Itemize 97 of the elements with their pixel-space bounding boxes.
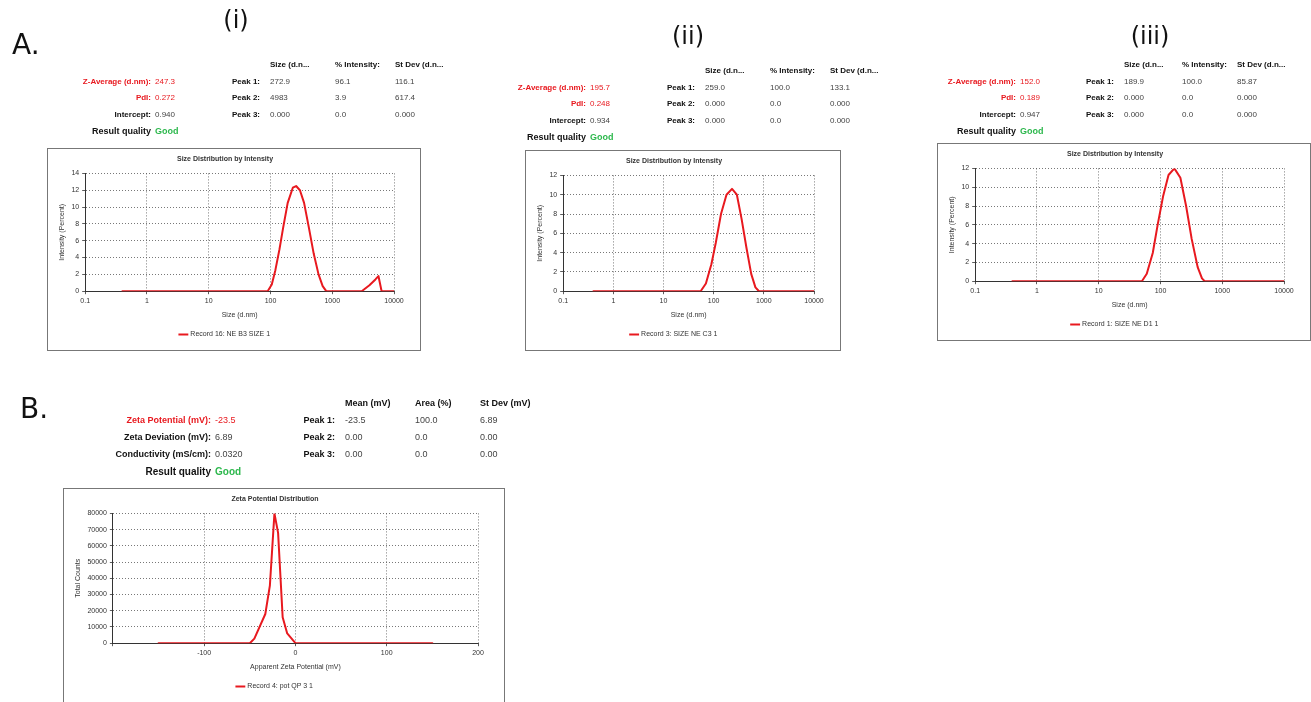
text: % Intensity: (770, 66, 815, 75)
text: Good (215, 466, 242, 477)
text: Peak 1: (302, 415, 335, 425)
text: 0.000 (1124, 93, 1145, 102)
text: 96.1 (335, 76, 351, 86)
text: 247.3 (155, 76, 176, 86)
text: 0.000 (705, 115, 726, 125)
text: 0.0 (770, 99, 782, 108)
text: 0.0 (415, 449, 428, 459)
text: 617.4 (395, 93, 416, 102)
text: 0.0 (770, 115, 782, 125)
text: Good (1020, 126, 1044, 136)
text: Intercept: (548, 115, 586, 125)
text: 0.248 (590, 99, 611, 108)
text: 0.000 (1237, 93, 1258, 102)
text: Peak 1: (665, 82, 695, 92)
text: St Dev (d.n... (395, 60, 444, 69)
text: Size (d.n... (1124, 60, 1164, 69)
text: 0.0 (335, 109, 347, 119)
text: 0.0 (415, 432, 428, 442)
text: 0.000 (830, 115, 851, 125)
text: Peak 1: (230, 76, 260, 86)
text: 0.0320 (215, 449, 243, 459)
text: 0.00 (345, 449, 363, 459)
text: 0.000 (395, 109, 416, 119)
text: 195.7 (590, 82, 611, 92)
text: Area (%) (415, 398, 452, 408)
text: 6.89 (480, 415, 498, 425)
text: 0.947 (1020, 109, 1041, 119)
text: Peak 2: (1084, 93, 1114, 102)
text: Result quality (91, 126, 151, 136)
text: St Dev (d.n... (1237, 60, 1286, 69)
text: (i) (223, 6, 249, 34)
text: Intercept: (978, 109, 1016, 119)
text: % Intensity: (1182, 60, 1227, 69)
text: 0.934 (590, 115, 611, 125)
text: Size (d.n... (270, 60, 310, 69)
text: PdI: (569, 99, 586, 108)
text: 0.00 (345, 432, 363, 442)
text: 0.000 (1237, 109, 1258, 119)
text: Intercept: (113, 109, 151, 119)
text: Result quality (956, 126, 1016, 136)
text: 6.89 (215, 432, 233, 442)
text: (ii) (671, 22, 705, 50)
text: PdI: (999, 93, 1016, 102)
text: Zeta Potential (mV): (125, 415, 211, 425)
text: 0.00 (480, 449, 498, 459)
text: Conductivity (mS/cm): (114, 449, 211, 459)
text: % Intensity: (335, 60, 380, 69)
text: Good (155, 126, 179, 136)
text: 0.0 (1182, 109, 1194, 119)
text: Peak 2: (230, 93, 260, 102)
text: 0.940 (155, 109, 176, 119)
text: Mean (mV) (345, 398, 391, 408)
text: 272.9 (270, 76, 291, 86)
text: 3.9 (335, 93, 347, 102)
text: Zeta Deviation (mV): (123, 432, 211, 442)
text: 0.00 (480, 432, 498, 442)
text: Peak 3: (302, 449, 335, 459)
text: St Dev (mV) (480, 398, 531, 408)
text: St Dev (d.n... (830, 66, 879, 75)
text: 100.0 (415, 415, 438, 425)
text: 0.272 (155, 93, 176, 102)
text: 0.000 (705, 99, 726, 108)
text: 0.000 (270, 109, 291, 119)
text: A. (12, 28, 40, 61)
text: Z-Average (d.nm): (516, 82, 586, 92)
text: 152.0 (1020, 76, 1041, 86)
text: Peak 3: (665, 115, 695, 125)
text: Z-Average (d.nm): (946, 76, 1016, 86)
text: 259.0 (705, 82, 726, 92)
text: Peak 1: (1084, 76, 1114, 86)
text: 100.0 (770, 82, 791, 92)
text: 0.000 (830, 99, 851, 108)
text: Z-Average (d.nm): (81, 76, 151, 86)
text: 4983 (270, 93, 288, 102)
text: 116.1 (395, 76, 415, 86)
text: Peak 2: (665, 99, 695, 108)
text: 133.1 (830, 82, 851, 92)
text: Peak 2: (302, 432, 335, 442)
text: -23.5 (345, 415, 366, 425)
text: 85.87 (1237, 76, 1258, 86)
text: Result quality (526, 132, 586, 142)
text: Result quality (144, 466, 211, 477)
text: 0.189 (1020, 93, 1041, 102)
text: Good (590, 132, 614, 142)
text: Peak 3: (230, 109, 260, 119)
text: 100.0 (1182, 76, 1203, 86)
text: Peak 3: (1084, 109, 1114, 119)
text: PdI: (134, 93, 151, 102)
text: -23.5 (215, 415, 236, 425)
text: 0.000 (1124, 109, 1145, 119)
text: 189.9 (1124, 76, 1145, 86)
text: 0.0 (1182, 93, 1194, 102)
text: (iii) (1130, 22, 1170, 50)
text: B. (20, 392, 49, 425)
text: Size (d.n... (705, 66, 745, 75)
